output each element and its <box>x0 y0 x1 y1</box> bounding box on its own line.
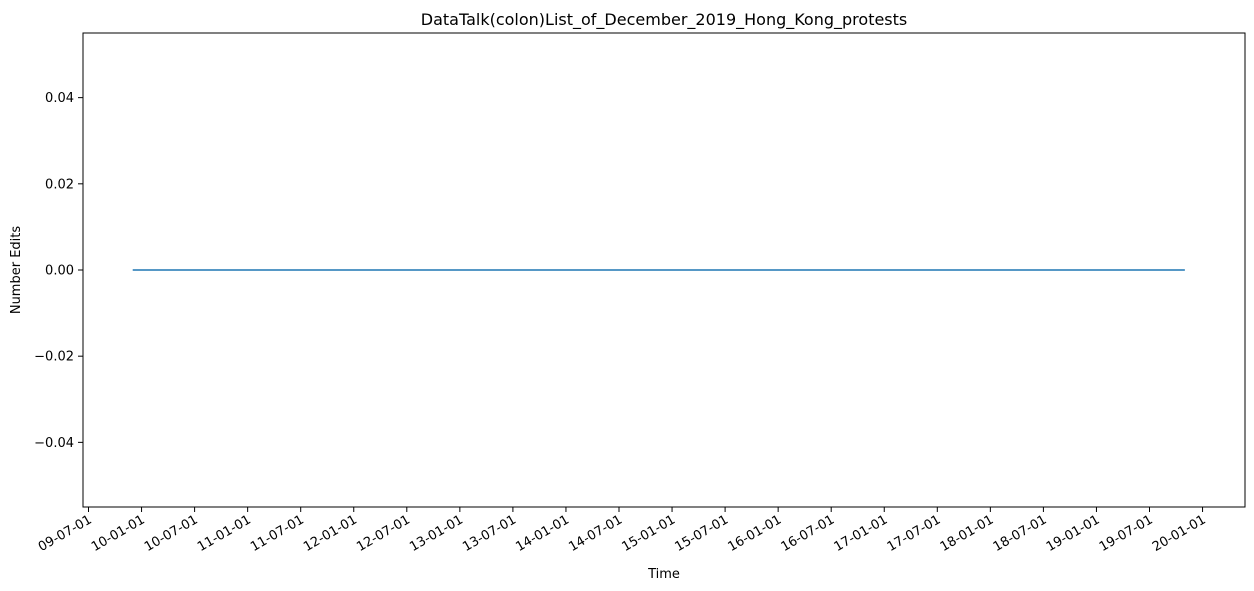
y-axis: −0.04 −0.02 0.00 0.02 0.04 <box>34 91 83 451</box>
chart-title: DataTalk(colon)List_of_December_2019_Hon… <box>421 10 908 30</box>
y-tick-label: 0.02 <box>45 177 74 192</box>
y-axis-title: Number Edits <box>9 226 24 315</box>
y-tick-label: −0.02 <box>34 350 74 365</box>
y-tick-label: −0.04 <box>34 436 74 451</box>
y-tick-label: 0.04 <box>45 91 74 106</box>
y-tick-label: 0.00 <box>45 264 74 279</box>
x-axis-title: Time <box>647 567 680 582</box>
